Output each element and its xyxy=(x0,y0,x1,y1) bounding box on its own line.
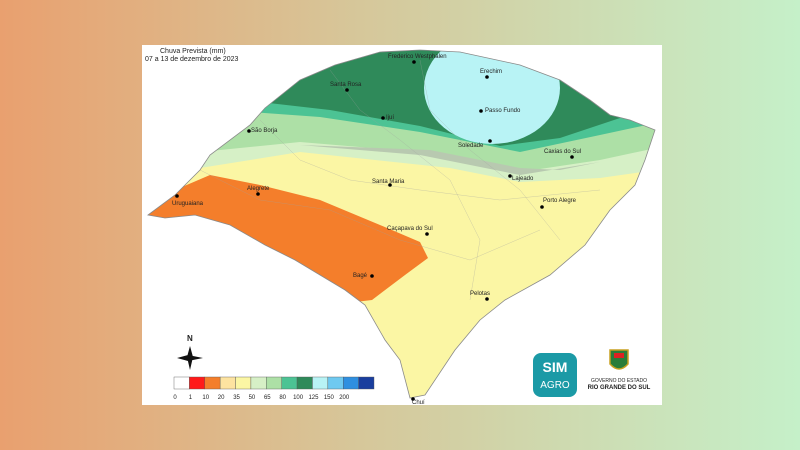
city-dot xyxy=(256,192,260,196)
compass-rose: N xyxy=(177,334,203,370)
city-label: São Borja xyxy=(251,128,278,134)
city-dot xyxy=(485,75,489,79)
city-label: Santa Rosa xyxy=(330,82,362,88)
city-dot xyxy=(508,174,512,178)
legend: 0 1 10 20 35 50 65 80 100 125 150 200 xyxy=(173,376,375,401)
state-outline xyxy=(147,49,656,399)
city-dot xyxy=(425,232,429,236)
city-dot xyxy=(485,297,489,301)
city-label: Caçapava do Sul xyxy=(387,226,433,232)
city-dot xyxy=(175,194,179,198)
legend-swatch xyxy=(235,376,252,390)
legend-swatch xyxy=(266,376,282,390)
legend-swatch xyxy=(281,376,298,390)
city-label: Ijuí xyxy=(386,115,394,121)
legend-swatch xyxy=(358,376,375,390)
city-label: Pelotas xyxy=(470,291,490,297)
city-label: Chuí xyxy=(412,400,425,406)
city-label: Lajeado xyxy=(512,176,534,182)
city-labels: Frederico Westphalen Erechim Passo Fundo Sa… xyxy=(172,54,581,406)
map-subtitle: 07 a 13 de dezembro de 2023 xyxy=(145,56,239,63)
legend-label: 65 xyxy=(264,395,271,401)
city-dot xyxy=(345,88,349,92)
city-label: Caxias do Sul xyxy=(544,149,581,155)
city-label: Alegrete xyxy=(247,186,270,192)
city-label: Santa Maria xyxy=(372,179,405,185)
legend-label: 80 xyxy=(279,395,286,401)
legend-swatch xyxy=(296,376,313,390)
gov-line1: GOVERNO DO ESTADO xyxy=(591,378,647,384)
legend-label: 0 xyxy=(173,395,177,401)
city-label: Bagé xyxy=(353,273,368,279)
compass-label: N xyxy=(187,334,193,343)
legend-label: 125 xyxy=(308,395,319,401)
legend-swatch xyxy=(219,376,236,390)
city-dot xyxy=(388,183,392,187)
city-label: Soledade xyxy=(458,143,484,149)
legend-swatch xyxy=(189,376,205,390)
legend-label: 10 xyxy=(202,395,209,401)
legend-label: 35 xyxy=(233,395,240,401)
city-dot xyxy=(570,155,574,159)
logo-agro: AGRO xyxy=(540,380,570,391)
city-dot xyxy=(381,116,385,120)
city-label: Porto Alegre xyxy=(543,198,577,204)
legend-swatch xyxy=(343,376,359,390)
city-dot xyxy=(540,205,544,209)
city-dot xyxy=(488,139,492,143)
city-dot xyxy=(247,129,251,133)
legend-label: 20 xyxy=(218,395,225,401)
city-dot xyxy=(370,274,374,278)
government-logo: GOVERNO DO ESTADO RIO GRANDE DO SUL xyxy=(588,349,651,391)
legend-label: 150 xyxy=(324,395,335,401)
city-label: Uruguaiana xyxy=(172,201,204,207)
legend-swatch xyxy=(327,376,344,390)
city-dot xyxy=(479,109,483,113)
legend-swatch xyxy=(312,376,329,390)
city-dot xyxy=(411,397,415,401)
sim-agro-logo: SIM AGRO xyxy=(533,353,577,397)
gov-line2: RIO GRANDE DO SUL xyxy=(588,385,651,391)
legend-label: 1 xyxy=(189,395,193,401)
city-dot xyxy=(412,60,416,64)
city-label: Passo Fundo xyxy=(485,108,521,114)
legend-swatch xyxy=(173,376,190,390)
city-label: Frederico Westphalen xyxy=(388,54,447,60)
legend-label: 50 xyxy=(249,395,256,401)
logo-sim: SIM xyxy=(543,359,568,375)
legend-swatch xyxy=(250,376,267,390)
map-title: Chuva Prevista (mm) xyxy=(160,48,226,55)
legend-label: 100 xyxy=(293,395,304,401)
legend-label: 200 xyxy=(339,395,350,401)
legend-swatch xyxy=(204,376,221,390)
city-label: Erechim xyxy=(480,69,502,75)
